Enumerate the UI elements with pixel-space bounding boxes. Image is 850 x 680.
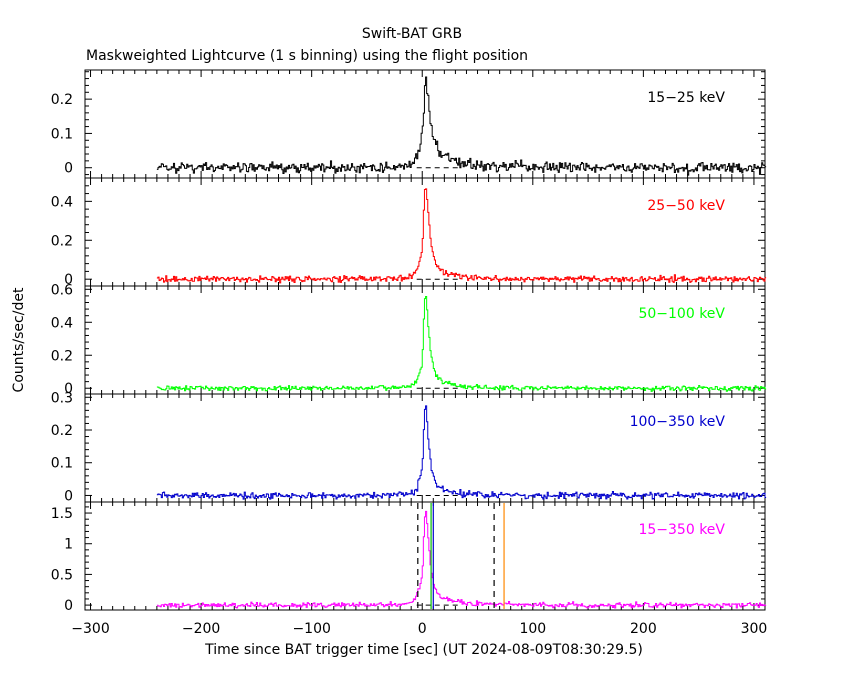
y-tick-label: 0 [64,272,73,288]
y-axis-label: Counts/sec/det [11,287,27,392]
x-tick-label: −200 [182,621,220,637]
y-tick-label: 0.4 [51,194,73,210]
y-tick-label: 0 [64,381,73,397]
x-axis-label: Time since BAT trigger time [sec] (UT 20… [204,642,643,658]
y-tick-label: 0.4 [51,315,73,331]
x-tick-label: −100 [292,621,330,637]
panel-1: 0 0.1 0.2 15−25 keV [51,69,767,179]
panel-frame [84,177,766,287]
y-tick-label: 0.2 [51,233,73,249]
panel-frame [84,285,766,395]
panel-frame [84,69,766,179]
lightcurve-series [156,405,767,500]
y-tick-label: 1.5 [51,506,73,522]
panel-5: 0 0.5 1 1.5 15−350 keV [51,501,767,614]
chart-subtitle: Maskweighted Lightcurve (1 s binning) us… [86,48,528,64]
energy-band-label: 15−25 keV [647,90,725,106]
x-tick-label: −300 [71,621,109,637]
panel-4: 0 0.1 0.2 0.3 100−350 keV [51,390,767,504]
lightcurve-series [156,296,767,392]
panel-frame [84,501,766,611]
y-tick-label: 0.2 [51,348,73,364]
energy-band-label: 50−100 keV [638,306,725,322]
y-tick-label: 0.2 [51,92,73,108]
panel-3: 0 0.2 0.4 0.6 50−100 keV [51,282,767,397]
panel-frame [84,393,766,503]
y-tick-label: 0.3 [51,390,73,406]
lightcurve-series [156,510,767,609]
energy-band-label: 15−350 keV [638,522,725,538]
x-tick-label: 100 [519,621,546,637]
energy-band-label: 100−350 keV [630,414,726,430]
y-tick-label: 0.5 [51,567,73,583]
y-tick-label: 0.1 [51,126,73,142]
y-tick-label: 0.2 [51,423,73,439]
lightcurve-series [156,76,767,176]
x-tick-label: 0 [418,621,427,637]
y-tick-label: 0 [64,598,73,614]
y-tick-label: 1 [64,537,73,553]
x-tick-label: 300 [741,621,768,637]
energy-band-label: 25−50 keV [647,198,725,214]
y-tick-label: 0 [64,488,73,504]
chart-title: Swift-BAT GRB [362,26,462,42]
panel-2: 0 0.2 0.4 25−50 keV [51,177,767,288]
y-tick-label: 0 [64,161,73,177]
x-tick-label: 200 [630,621,657,637]
y-tick-label: 0.6 [51,282,73,298]
lightcurve-series [156,188,767,284]
y-tick-label: 0.1 [51,456,73,472]
